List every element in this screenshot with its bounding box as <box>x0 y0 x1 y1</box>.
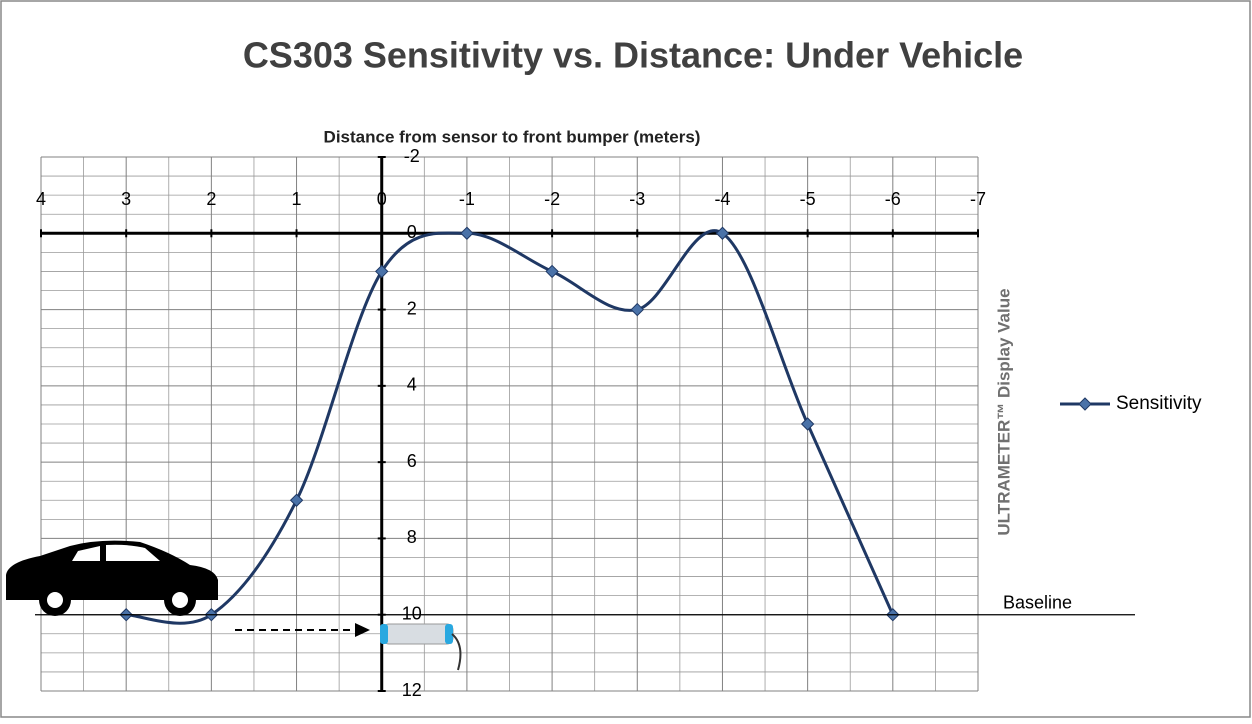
y-tick-label: 6 <box>407 451 417 471</box>
x-tick-label: -4 <box>714 189 730 209</box>
y-axis-title: ULTRAMETER™ Display Value <box>994 288 1013 535</box>
y-tick-label: 2 <box>407 298 417 318</box>
chart: CS303 Sensitivity vs. Distance: Under Ve… <box>0 0 1252 719</box>
x-tick-label: 4 <box>36 189 46 209</box>
y-tick-label: 10 <box>402 603 422 623</box>
x-tick-label: -5 <box>800 189 816 209</box>
y-tick-label: 8 <box>407 527 417 547</box>
y-tick-label: 12 <box>402 680 422 700</box>
y-tick-label: 4 <box>407 375 417 395</box>
chart-title: CS303 Sensitivity vs. Distance: Under Ve… <box>243 35 1023 76</box>
x-tick-label: 1 <box>292 189 302 209</box>
x-tick-label: -7 <box>970 189 986 209</box>
x-tick-label: 0 <box>377 189 387 209</box>
x-tick-label: -6 <box>885 189 901 209</box>
baseline-label: Baseline <box>1003 592 1072 612</box>
legend-label: Sensitivity <box>1116 393 1202 414</box>
x-tick-label: -3 <box>629 189 645 209</box>
x-tick-label: -2 <box>544 189 560 209</box>
x-tick-label: 3 <box>121 189 131 209</box>
y-tick-label: -2 <box>404 146 420 166</box>
x-tick-label: 2 <box>206 189 216 209</box>
x-tick-label: -1 <box>459 189 475 209</box>
x-axis-title: Distance from sensor to front bumper (me… <box>324 127 701 146</box>
